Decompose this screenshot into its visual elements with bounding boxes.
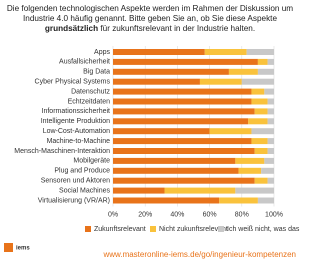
bar-segment bbox=[199, 78, 242, 85]
y-tick-label: Cyber Physical Systems bbox=[35, 79, 111, 86]
bar-segment bbox=[257, 58, 268, 65]
x-tick-label: 20% bbox=[138, 211, 152, 218]
bar-segment bbox=[209, 128, 252, 135]
bar-segment bbox=[254, 148, 268, 154]
bar-segment bbox=[257, 197, 274, 204]
x-tick-label: 60% bbox=[203, 211, 217, 218]
bar-segment bbox=[113, 58, 258, 65]
legend-label: Ich weiß nicht, was das ist bbox=[227, 226, 300, 233]
bar-segment bbox=[113, 157, 236, 164]
bar-segment bbox=[113, 167, 239, 174]
legend-label: Nicht zukunftsrelevant bbox=[159, 226, 228, 233]
bar-segment bbox=[113, 187, 165, 194]
bar-segment bbox=[267, 148, 274, 154]
bar-segment bbox=[267, 177, 274, 184]
bar-segment bbox=[267, 138, 274, 145]
bar-segment bbox=[235, 187, 274, 194]
legend-swatch bbox=[150, 226, 156, 232]
y-tick-label: Plug and Produce bbox=[54, 168, 110, 175]
bar-segment bbox=[219, 197, 258, 204]
x-tick-label: 40% bbox=[170, 211, 184, 218]
y-tick-label: Virtualisierung (VR/AR) bbox=[38, 197, 110, 204]
bar-segment bbox=[264, 157, 274, 164]
bar-segment bbox=[241, 78, 274, 85]
bar-segment bbox=[164, 187, 236, 194]
bar-segment bbox=[113, 108, 255, 115]
bar-segment bbox=[113, 148, 255, 154]
y-tick-label: Low-Cost-Automation bbox=[43, 128, 110, 135]
bar-segment bbox=[246, 49, 274, 55]
bar-segment bbox=[113, 49, 205, 55]
bar-segment bbox=[267, 98, 274, 105]
bar-segment bbox=[257, 68, 274, 75]
bar-segment bbox=[238, 167, 262, 174]
bar-segment bbox=[235, 157, 265, 164]
bar-segment bbox=[267, 118, 274, 125]
bar-segment bbox=[113, 128, 210, 135]
title-text: für zukunftsrelevant in der Industrie ha… bbox=[98, 24, 256, 33]
y-tick-label: Apps bbox=[94, 49, 110, 56]
logo-mark bbox=[4, 243, 13, 252]
y-tick-label: Mensch-Maschinen-Interaktion bbox=[14, 148, 110, 155]
bar-segment bbox=[113, 88, 252, 95]
x-tick-label: 0% bbox=[108, 211, 118, 218]
y-tick-label: Social Machines bbox=[59, 187, 110, 194]
title-text: Die folgenden technologischen Aspekte we… bbox=[6, 4, 294, 23]
bar-segment bbox=[204, 49, 247, 55]
x-tick-label: 100% bbox=[265, 211, 283, 218]
y-tick-label: Ausfallsicherheit bbox=[59, 59, 110, 66]
bar-segment bbox=[254, 177, 268, 184]
bar-segment bbox=[254, 108, 268, 115]
chart: 0% 20% 40% 60% 80% 100% Apps Ausfallsicherheit B… bbox=[4, 4, 300, 259]
bar-segment bbox=[267, 58, 274, 65]
y-tick-label: Mobilgeräte bbox=[73, 158, 110, 165]
bar-segment bbox=[251, 128, 274, 135]
logo-text: iems bbox=[16, 246, 30, 252]
y-tick-label: Intelligente Produktion bbox=[41, 118, 110, 125]
bar-segment bbox=[228, 68, 258, 75]
legend-swatch bbox=[85, 226, 91, 232]
y-tick-label: Big Data bbox=[83, 69, 110, 76]
bar-segment bbox=[113, 197, 220, 204]
bar-segment bbox=[113, 68, 229, 75]
bar-segment bbox=[264, 88, 274, 95]
bar-segment bbox=[248, 118, 268, 125]
bar-segment bbox=[113, 78, 200, 85]
y-tick-label: Machine-to-Machine bbox=[47, 138, 111, 145]
bar-segment bbox=[251, 88, 265, 95]
legend-label: Zukunftsrelevant bbox=[94, 226, 146, 233]
chart-title: Die folgenden technologischen Aspekte we… bbox=[4, 4, 296, 34]
x-tick-label: 80% bbox=[235, 211, 249, 218]
bar-segment bbox=[113, 118, 249, 125]
y-tick-label: Datenschutz bbox=[71, 88, 110, 95]
title-bold: grundsätzlich bbox=[44, 24, 99, 33]
bar-segment bbox=[113, 138, 252, 145]
legend-swatch bbox=[218, 226, 224, 232]
y-tick-label: Sensoren und Aktoren bbox=[41, 178, 110, 185]
footer-url: www.masteronline-iems.de/go/ingenieur-ko… bbox=[102, 250, 296, 259]
bar-segment bbox=[261, 167, 274, 174]
bar-segment bbox=[251, 98, 268, 105]
y-tick-label: Echtzeitdaten bbox=[68, 98, 111, 105]
bar-segment bbox=[113, 177, 255, 184]
bar-segment bbox=[251, 138, 268, 145]
bar-segment bbox=[267, 108, 274, 115]
bar-segment bbox=[113, 98, 252, 105]
y-tick-label: Informationssicherheit bbox=[42, 108, 111, 115]
chart-svg: 0% 20% 40% 60% 80% 100% Apps Ausfallsicherheit B… bbox=[4, 46, 300, 259]
